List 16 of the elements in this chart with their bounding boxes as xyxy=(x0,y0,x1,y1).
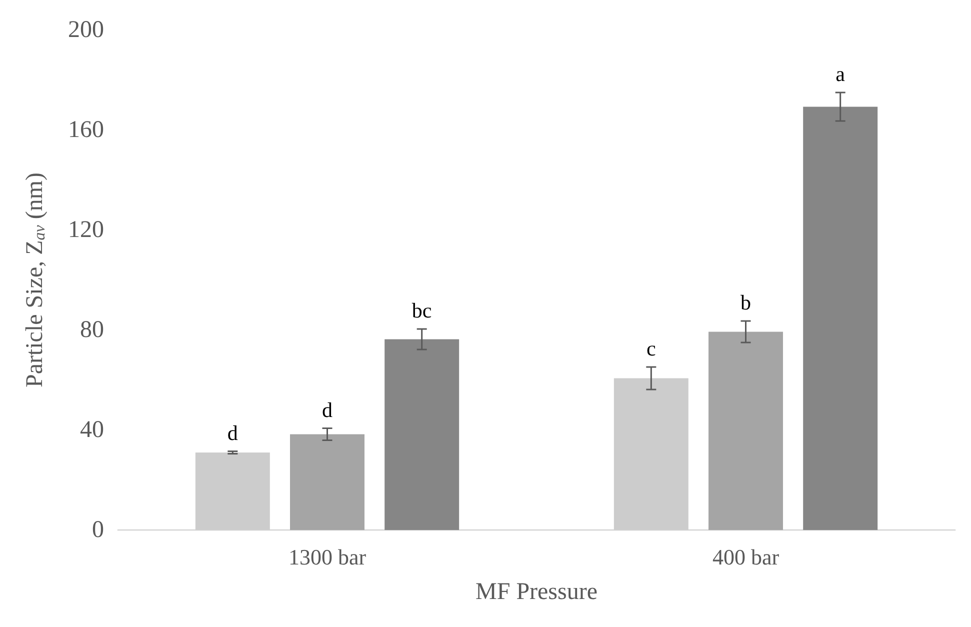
x-axis-title: MF Pressure xyxy=(475,579,598,605)
data-label: d xyxy=(227,420,238,445)
y-tick-label: 0 xyxy=(92,517,104,543)
data-label: c xyxy=(646,336,656,360)
data-label: d xyxy=(322,398,333,422)
data-label: b xyxy=(740,290,751,314)
x-tick-label: 1300 bar xyxy=(288,544,367,570)
y-tick-label: 120 xyxy=(68,217,104,243)
x-tick-label: 400 bar xyxy=(712,544,780,570)
y-tick-label: 160 xyxy=(68,117,104,143)
y-tick-label: 80 xyxy=(80,317,104,343)
y-axis-title: Particle Size, Zav (nm) xyxy=(22,172,48,388)
y-tick-label: 200 xyxy=(68,17,104,43)
data-label: a xyxy=(836,62,846,86)
y-tick-label: 40 xyxy=(80,417,104,443)
data-label: bc xyxy=(412,298,432,322)
